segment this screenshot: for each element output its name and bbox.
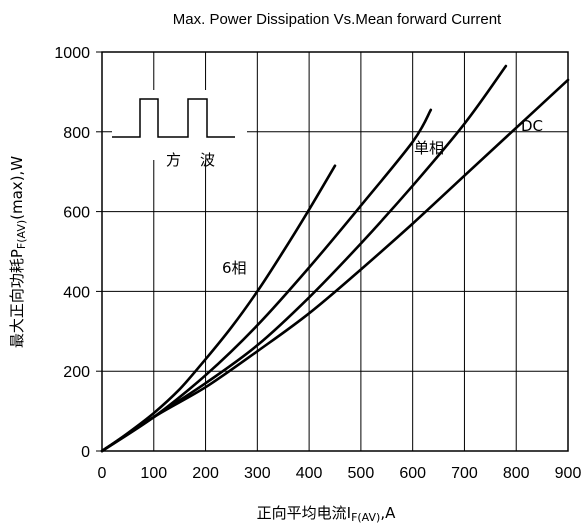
y-tick-labels: 0 200 400 600 800 1000: [54, 45, 90, 461]
y-axis-title-tail: (max),W: [8, 156, 26, 220]
square-wave-inset: 方 波: [112, 90, 247, 169]
x-tick-label: 600: [399, 465, 426, 482]
y-tick-label: 0: [81, 444, 90, 461]
series-label-dc: DC: [521, 117, 543, 135]
square-wave-icon: [112, 98, 235, 138]
y-tick-label: 800: [63, 125, 90, 142]
y-tick-label: 200: [63, 364, 90, 381]
x-axis-title: 正向平均电流IF(AV),A: [257, 504, 396, 524]
y-axis-title-sub: F(AV): [15, 220, 28, 249]
plot-frame: [101, 51, 569, 452]
x-tick-label: 200: [192, 465, 219, 482]
x-axis-title-tail: ,A: [380, 504, 396, 522]
grid: [96, 51, 568, 452]
series-label-6phase: 6相: [222, 259, 247, 277]
y-tick-label: 400: [63, 284, 90, 301]
x-tick-label: 900: [555, 465, 582, 482]
inset-label-2: 波: [200, 151, 215, 169]
curves: [100, 64, 570, 453]
x-tick-label: 700: [451, 465, 478, 482]
y-tick-label: 600: [63, 205, 90, 222]
x-tick-labels: 0 100 200 300 400 500 600 700 800 900: [98, 465, 582, 482]
x-tick-label: 500: [348, 465, 375, 482]
series-line-1: [100, 164, 337, 453]
x-tick-label: 0: [98, 465, 107, 482]
x-tick-label: 300: [244, 465, 271, 482]
inset-label-1: 方: [166, 151, 181, 169]
series-label-single-phase: 单相: [414, 139, 444, 157]
x-tick-label: 800: [503, 465, 530, 482]
y-axis-title-main: 最大正向功耗P: [8, 249, 26, 348]
x-tick-label: 400: [296, 465, 323, 482]
x-axis-title-sub: F(AV): [351, 511, 380, 524]
series-line-2: [100, 108, 433, 453]
y-axis-title: 最大正向功耗PF(AV)(max),W: [8, 156, 28, 348]
x-axis-title-main: 正向平均电流I: [257, 504, 351, 522]
chart-title: Max. Power Dissipation Vs.Mean forward C…: [173, 11, 502, 28]
y-tick-label: 1000: [54, 45, 90, 62]
series-line-4: [100, 78, 570, 453]
inset-background: [112, 90, 247, 160]
x-tick-label: 100: [140, 465, 167, 482]
